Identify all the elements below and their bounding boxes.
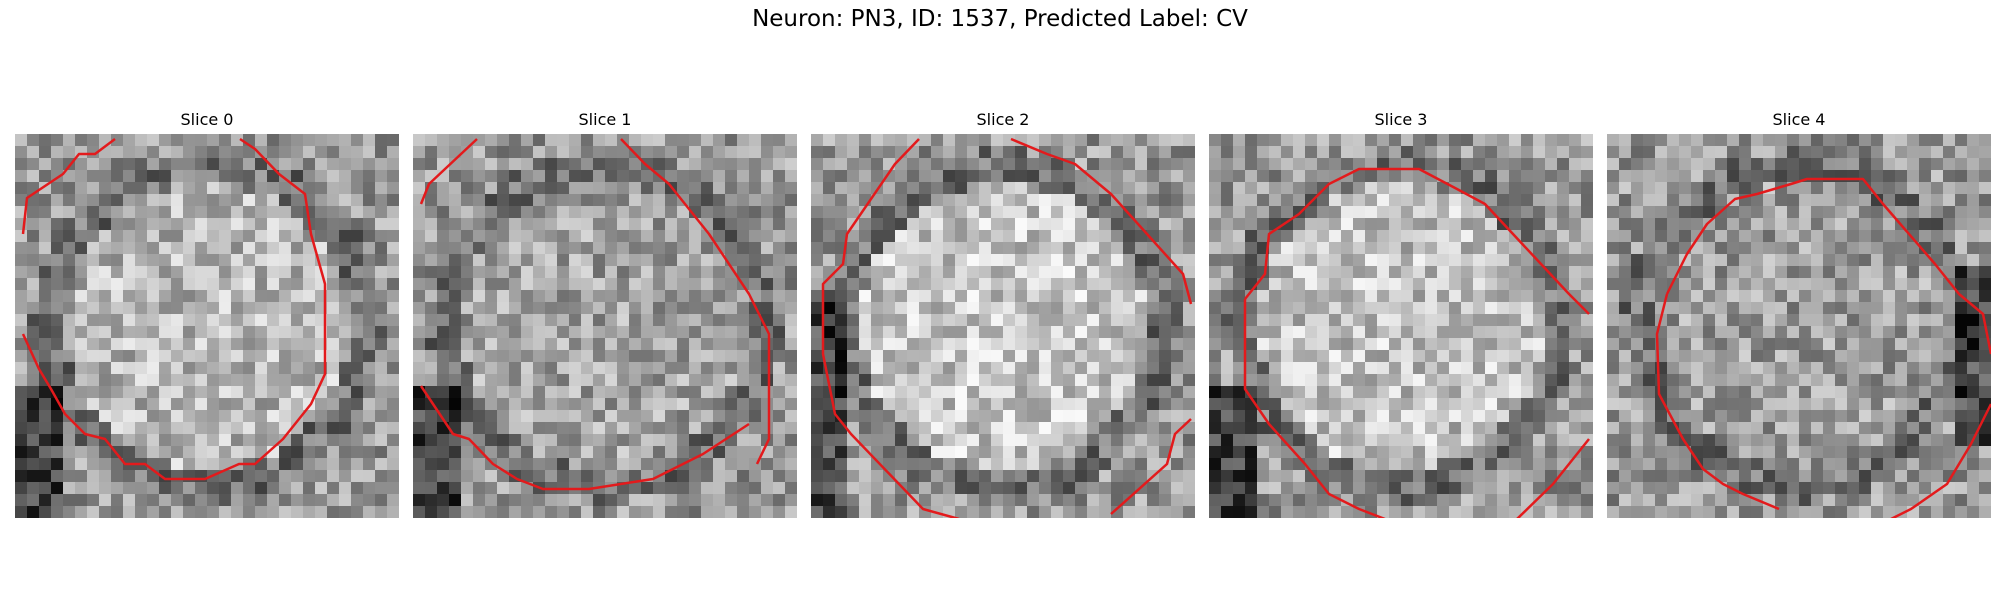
contour-line-1-0 — [419, 138, 478, 205]
slice-panel-2: Slice 2 — [811, 110, 1195, 518]
figure-title: Neuron: PN3, ID: 1537, Predicted Label: … — [752, 6, 1248, 32]
pixel-grid-2 — [811, 134, 1195, 518]
slice-title-0: Slice 0 — [180, 110, 234, 129]
pixel-grid-3 — [1209, 134, 1593, 518]
slice-image-0 — [15, 134, 399, 518]
contour-line-3-2 — [1516, 438, 1590, 518]
contour-line-3-1 — [1243, 299, 1386, 518]
slice-panel-3: Slice 3 — [1209, 110, 1593, 518]
pixel-grid-0 — [15, 134, 399, 518]
slice-title-3: Slice 3 — [1374, 110, 1428, 129]
slice-image-4 — [1607, 134, 1991, 518]
slice-panel-4: Slice 4 — [1607, 110, 1991, 518]
contour-line-4-2 — [1890, 403, 1991, 518]
slice-image-1 — [413, 134, 797, 518]
contour-line-4-1 — [1655, 293, 1780, 511]
contour-line-2-1 — [1010, 137, 1193, 305]
slice-image-3 — [1209, 134, 1593, 518]
contour-line-0-1 — [21, 137, 327, 481]
contour-line-2-2 — [1110, 418, 1192, 515]
slice-title-4: Slice 4 — [1772, 110, 1826, 129]
contour-line-4-0 — [1665, 177, 1991, 355]
contour-line-0-0 — [21, 138, 116, 235]
slice-panel-0: Slice 0 — [15, 110, 399, 518]
contour-line-2-0 — [821, 138, 960, 518]
slice-panel-1: Slice 1 — [413, 110, 797, 518]
slice-title-2: Slice 2 — [976, 110, 1030, 129]
contour-line-3-0 — [1244, 167, 1590, 315]
contour-line-1-1 — [620, 138, 771, 465]
pixel-grid-1 — [413, 134, 797, 518]
contour-line-1-2 — [419, 385, 750, 491]
slice-image-2 — [811, 134, 1195, 518]
slice-title-1: Slice 1 — [578, 110, 632, 129]
pixel-grid-4 — [1607, 134, 1991, 518]
